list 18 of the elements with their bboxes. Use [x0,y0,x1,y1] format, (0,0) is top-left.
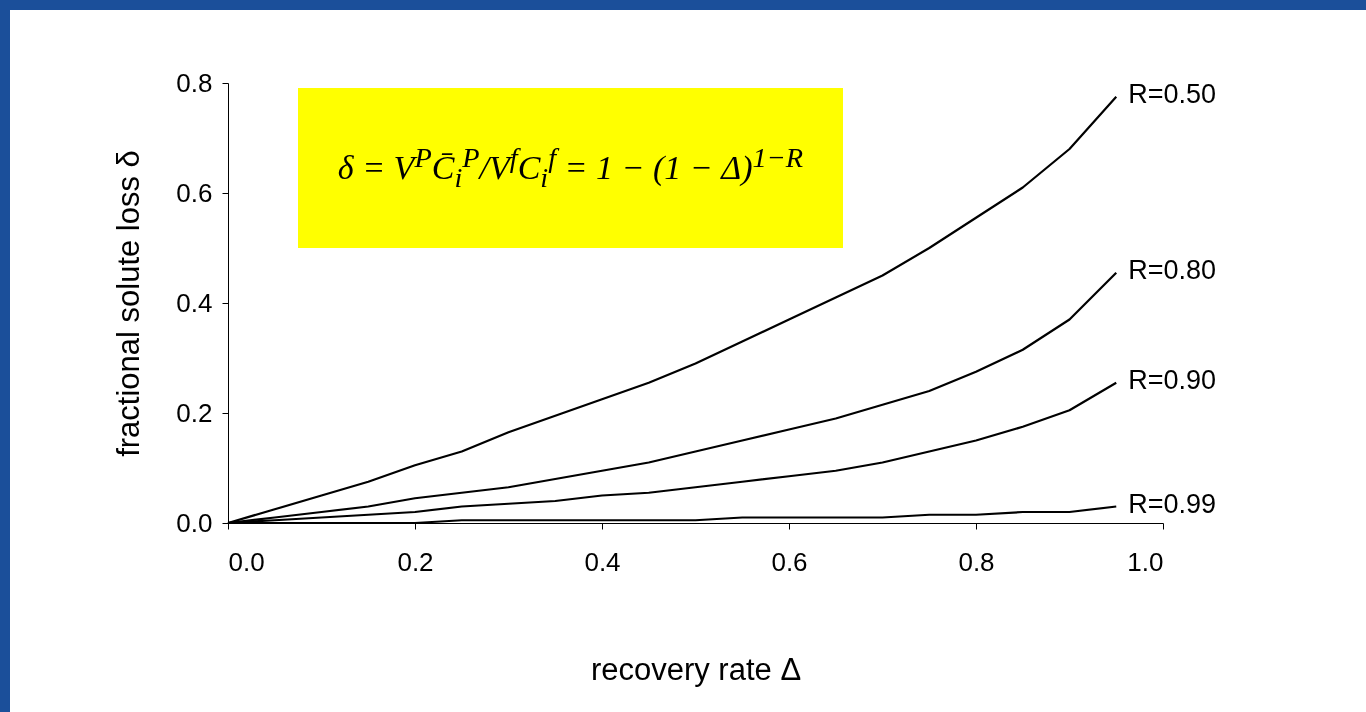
series-label: R=0.80 [1128,254,1217,285]
series-label: R=0.90 [1128,364,1217,395]
y-tick-label: 0.0 [176,507,213,538]
x-tick-label: 0.4 [584,546,621,577]
text: δ = V$^{P}$C̄$_{i}$$^{P}$/V$^{f}$C$_{i}$$^{f}$ = 1 − (1 − Δ)$^{1−R}$ [337,141,804,194]
x-tick-label: 0.0 [228,546,265,577]
x-tick-label: 0.8 [958,546,995,577]
series-label: R=0.50 [1128,78,1217,109]
x-axis-title: recovery rate Δ [590,651,802,687]
y-axis-title: fractional solute loss δ [111,150,147,457]
series-label: R=0.99 [1128,488,1217,519]
x-tick-label: 0.2 [397,546,434,577]
y-tick-label: 0.2 [176,397,213,428]
y-tick-label: 0.6 [176,177,213,208]
y-tick-label: 0.8 [176,67,213,98]
y-tick-label: 0.4 [176,287,213,318]
x-tick-label: 1.0 [1127,546,1164,577]
x-tick-label: 0.6 [771,546,808,577]
